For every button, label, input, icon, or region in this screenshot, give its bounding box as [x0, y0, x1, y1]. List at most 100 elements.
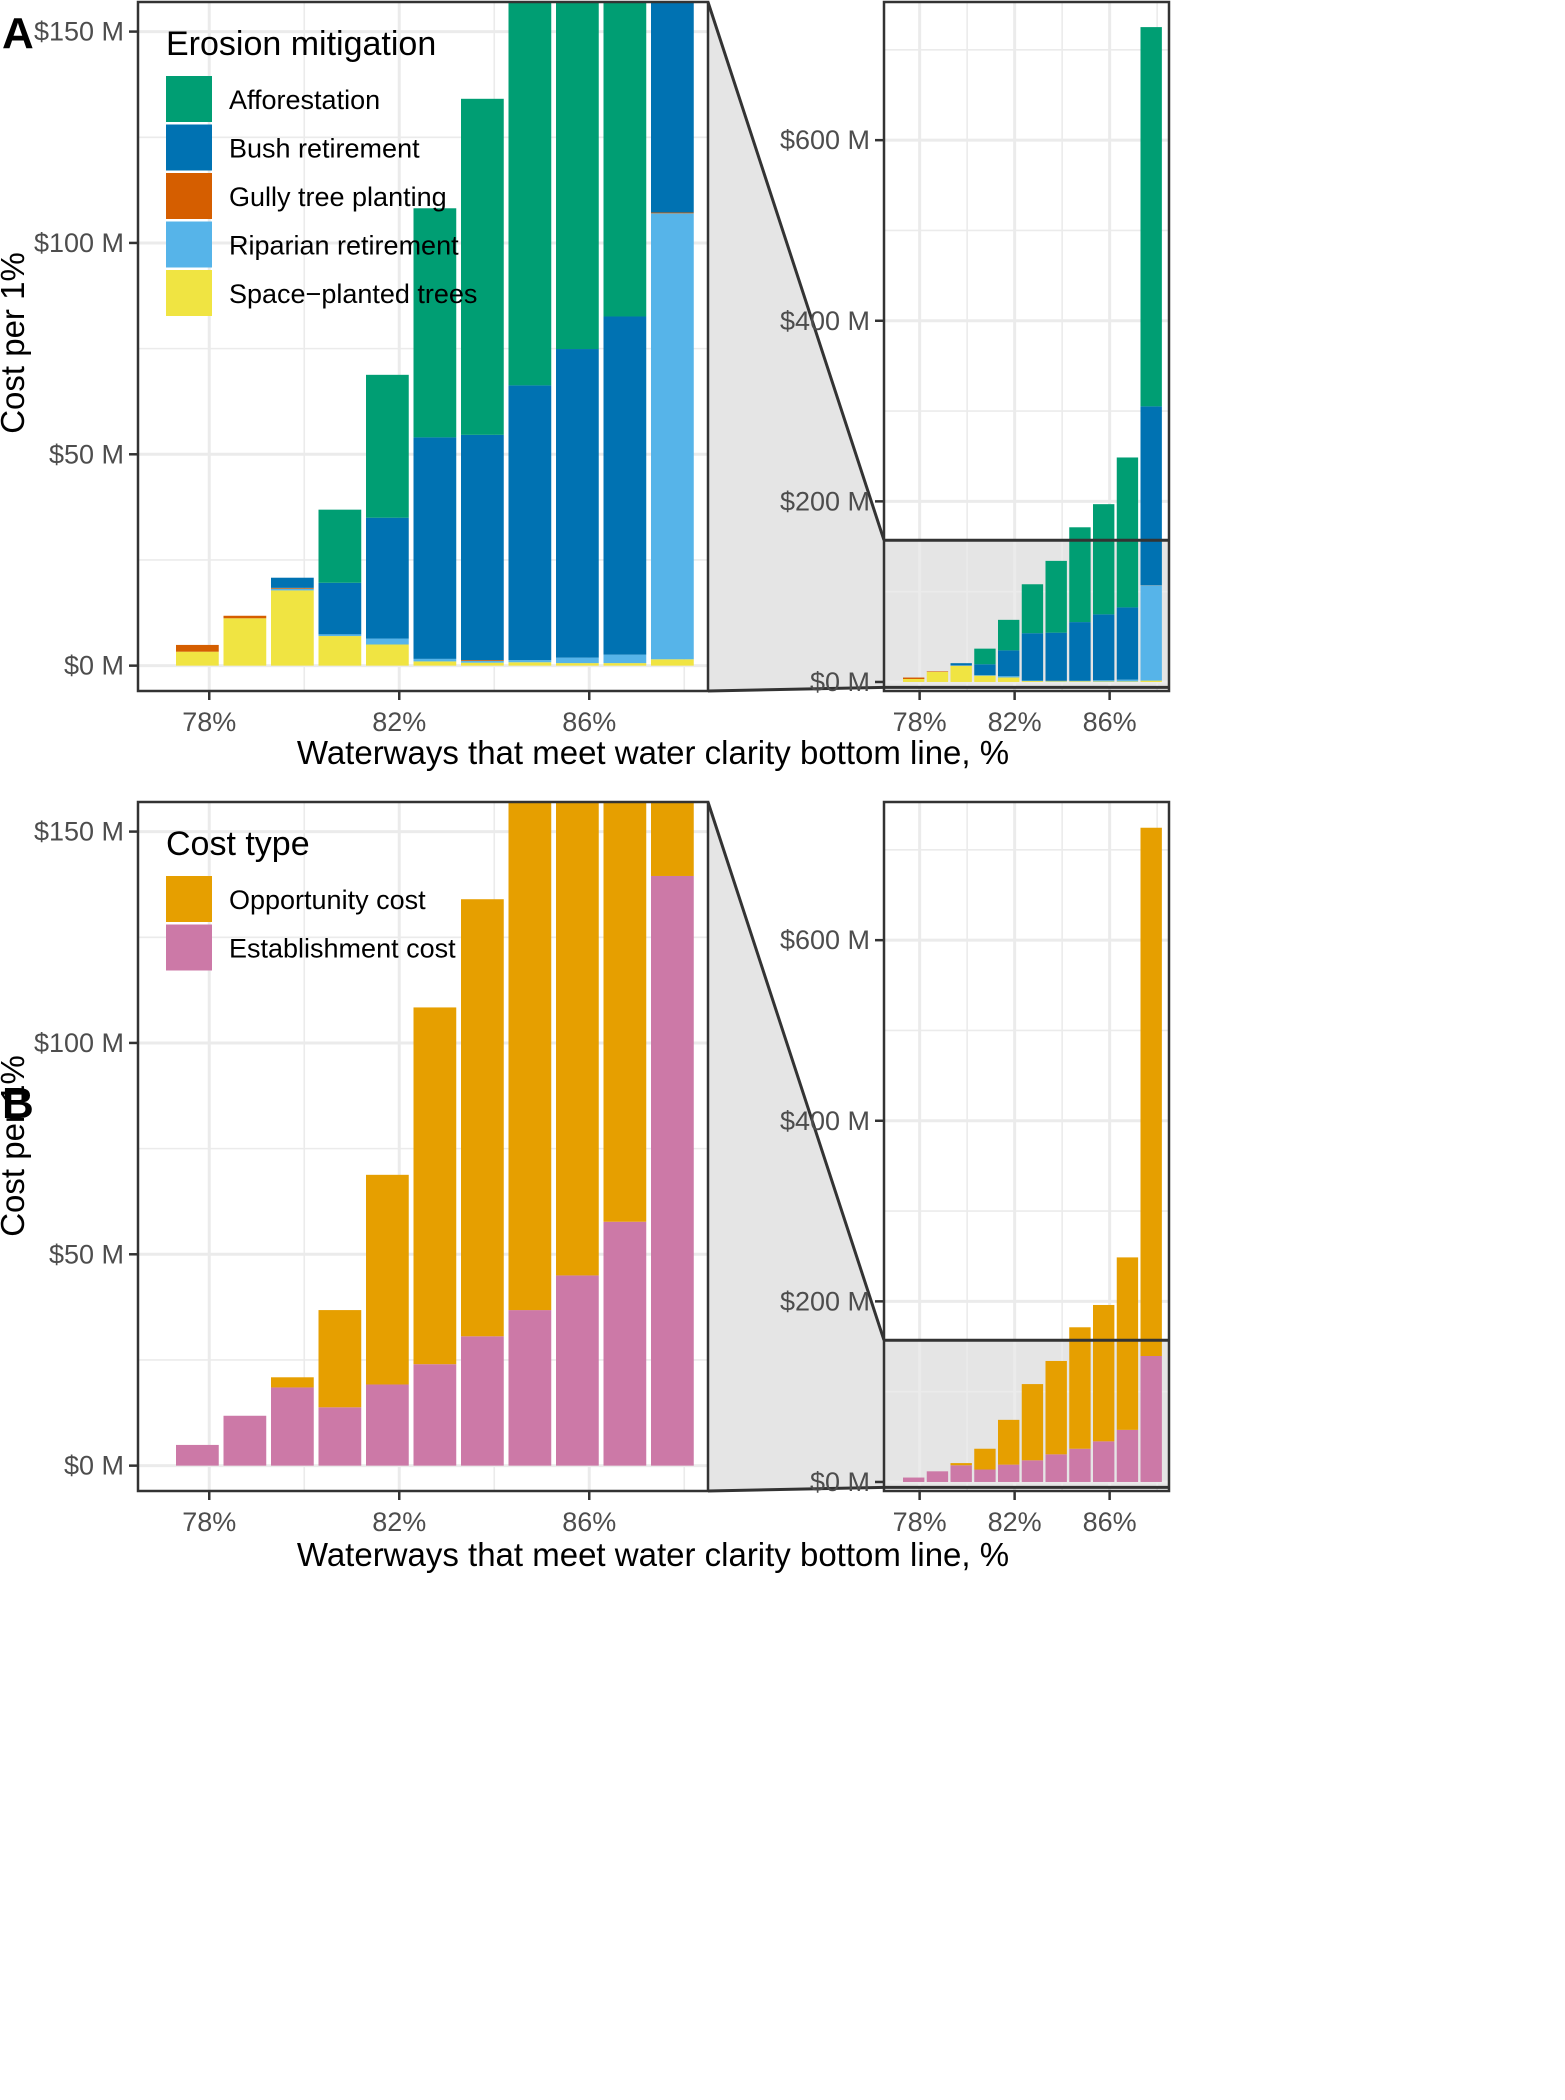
panel-a-zoom-bar-segment — [974, 664, 996, 676]
panel-a-main-bar-segment — [413, 208, 457, 438]
panel-a-x-axis-title: Waterways that meet water clarity bottom… — [297, 734, 1009, 771]
panel-a-main-bar-segment — [651, 212, 694, 214]
panel-a-zoom-bar-segment — [1045, 681, 1067, 682]
panel-a-main-bars — [176, 2, 694, 666]
panel-a-zoom-bar-segment — [1093, 504, 1115, 615]
panel-a-main-bar-segment — [366, 374, 409, 518]
panel-a-zoom-border — [882, 0, 1171, 693]
panel-a-zoom-connector-top — [706, 1, 886, 541]
panel-b-zoom-bar-segment — [1069, 1327, 1091, 1449]
panel-a-main-xtick-label: 86% — [562, 707, 616, 737]
panels-layer: $0 M $50 M $100 M $150 M 78% 82% 86% $0 M $200 M… — [0, 0, 1171, 1573]
panel-b-zoom-bar-segment — [1116, 1429, 1139, 1482]
panel-a-zoom-bar-segment — [1140, 27, 1162, 407]
panel-a-zoom-bar-segment — [903, 678, 925, 682]
panel-b-main-bar-segment — [318, 1310, 362, 1408]
panel-a-zoom-bars — [903, 27, 1162, 682]
panel-label-b: B — [2, 1079, 34, 1128]
panel-a-main-bar-segment — [271, 588, 314, 591]
panel-a-legend-label: Bush retirement — [229, 134, 420, 164]
panel-b-main-ytick-label: $100 M — [34, 1028, 124, 1058]
panel-a-legend-key — [166, 76, 212, 122]
panel-a-zoom-bar-segment — [1069, 622, 1091, 681]
panel-b-zoom-bar-segment — [1116, 1257, 1139, 1430]
panel-a-legend-key — [166, 270, 212, 316]
panel-b-main-ytick-label: $50 M — [49, 1239, 124, 1269]
panel-a-main-bar-segment — [508, 662, 552, 666]
panel-a-zoom-bar-segment — [1140, 585, 1162, 681]
panel-b-main-bar-segment — [508, 802, 552, 1311]
panel-b-zoom-bar-segment — [1069, 1448, 1091, 1482]
panel-b-zoom-ytick-label: $600 M — [780, 925, 870, 955]
panel-b-main-bar-segment — [366, 1384, 409, 1466]
panel-b-zoom-bar-segment — [1140, 827, 1162, 1356]
panel-b-zoom-xtick-label: 82% — [988, 1507, 1042, 1537]
panel-b-zoom-bar-segment — [1021, 1384, 1044, 1461]
panel-a-main-bar-segment — [271, 587, 314, 589]
panel-a-main-bar-segment — [176, 644, 219, 652]
panel-a-zoom-ytick-label: $200 M — [780, 486, 870, 516]
panel-a-main-bar-segment — [603, 316, 647, 655]
panel-a-main-ytick-label: $100 M — [34, 228, 124, 258]
panel-a-main-bar-segment — [603, 663, 647, 666]
panel-b-zoom-bar-segment — [926, 1471, 949, 1482]
panel-b-main-bar-segment — [223, 1415, 267, 1466]
panel-b-legend-key — [166, 924, 212, 971]
panel-a-main-xtick-label: 82% — [372, 707, 426, 737]
panel-b-main-ytick-label: $0 M — [64, 1451, 124, 1481]
panel-a-main-bar-segment — [318, 509, 362, 583]
panel-b-x-axis-title: Waterways that meet water clarity bottom… — [297, 1536, 1009, 1573]
zoom-connector-layer — [706, 1, 886, 1493]
panel-a-main-bar-segment — [556, 2, 599, 350]
panel-a-main-xtick-label: 78% — [182, 707, 236, 737]
panel-a-main-bar-segment — [461, 434, 504, 661]
panel-a-zoom-bar-segment — [998, 676, 1020, 678]
panel-a-zoom-bar-segment — [1116, 681, 1139, 682]
panel-a-zoom-bar-segment — [998, 677, 1020, 682]
panel-b-zoom-bar-segment — [1093, 1304, 1115, 1442]
panel-a-main-bar-segment — [366, 638, 409, 645]
panel-a-zoom-plot: $0 M $200 M $400 M $600 M 78% 82% 86% — [780, 0, 1171, 737]
panel-b-legend-key — [166, 876, 212, 922]
panel-a-zoom-bar-segment — [950, 665, 972, 682]
panel-b-zoom-bar-segment — [1021, 1460, 1044, 1482]
panel-a-main-bar-segment — [603, 2, 647, 317]
panel-b-main-bar-segment — [603, 1221, 647, 1466]
panel-b-legend-label: Establishment cost — [229, 934, 456, 964]
panel-b-zoom-ytick-label: $400 M — [780, 1106, 870, 1136]
panel-b-main-bar-segment — [318, 1407, 362, 1466]
panel-a-zoom-bar-segment — [1093, 681, 1115, 682]
panel-a-legend-title: Erosion mitigation — [166, 25, 436, 63]
panel-a-zoom-xtick-label: 86% — [1083, 707, 1137, 737]
legends-layer: Erosion mitigation Afforestation Bush reti… — [166, 25, 477, 971]
panel-a-main-plot: $0 M $50 M $100 M $150 M 78% 82% 86% — [34, 0, 710, 737]
panel-a-main-bar-segment — [461, 660, 504, 661]
panel-b-zoom-ytick-label: $0 M — [810, 1467, 870, 1497]
panel-b-zoom-bar-segment — [998, 1464, 1020, 1482]
panel-b-main-bar-segment — [461, 1336, 504, 1466]
panel-b-main-bar-segment — [556, 802, 599, 1276]
panel-a-zoom-bar-segment — [998, 650, 1020, 677]
panel-a-main-bar-segment — [318, 636, 362, 666]
panel-b-main-bar-segment — [176, 1444, 219, 1466]
panel-b-zoom-bar-segment — [1045, 1360, 1067, 1455]
panel-b-zoom-ytick-label: $200 M — [780, 1286, 870, 1316]
panel-a-zoom-bar-segment — [903, 677, 925, 679]
panel-b-zoom-bar-segment — [1140, 1355, 1162, 1482]
panel-a-y-axis-title: Cost per 1% — [0, 252, 31, 434]
panel-a-main-bar-segment — [508, 385, 552, 661]
panel-a-zoom-ytick-label: $600 M — [780, 125, 870, 155]
panel-b-zoom-bar-segment — [974, 1469, 996, 1482]
panel-a-legend-key — [166, 173, 212, 219]
panel-a-zoom-ytick-label: $400 M — [780, 306, 870, 336]
panel-a-legend-label: Riparian retirement — [229, 231, 459, 261]
panel-b-zoom-plot: $0 M $200 M $400 M $600 M 78% 82% 86% — [780, 800, 1171, 1537]
panel-a-main-bar-segment — [651, 213, 694, 660]
panel-a-zoom-bar-segment — [1021, 633, 1044, 681]
panel-b-main-bar-segment — [651, 875, 694, 1466]
panel-a-main-bar-segment — [366, 644, 409, 666]
panel-a-main-bar-segment — [223, 618, 267, 666]
panel-a-main-bar-segment — [271, 590, 314, 666]
panel-b-zoom-bar-segment — [1093, 1441, 1115, 1482]
